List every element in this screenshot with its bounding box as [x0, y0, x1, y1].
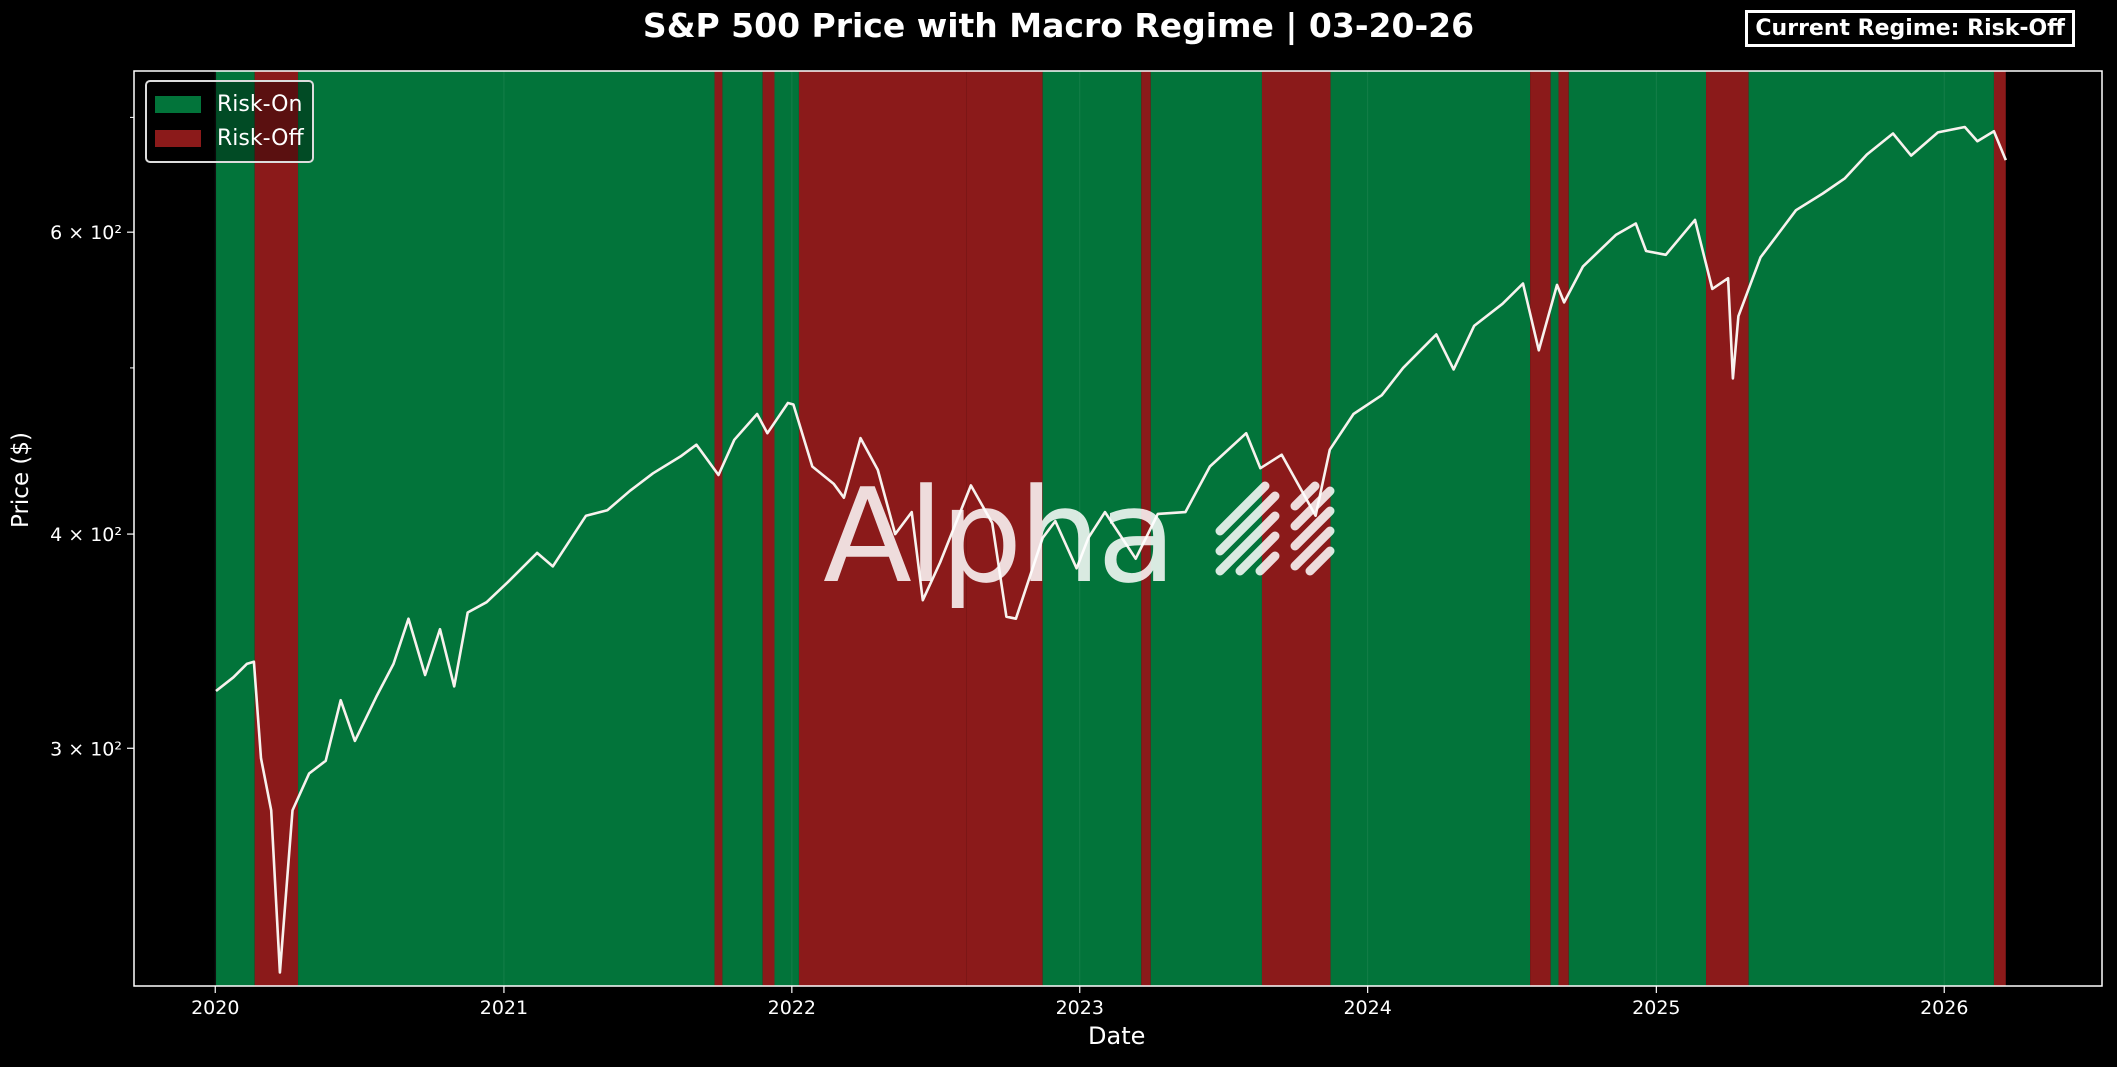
regime-band-risk-on	[1330, 71, 1531, 986]
x-tick-label: 2020	[191, 997, 239, 1019]
price-line	[215, 125, 2008, 974]
regime-band-risk-off	[1530, 71, 1551, 986]
regime-band-risk-on	[1550, 71, 1559, 986]
legend: Risk-On Risk-Off	[145, 80, 314, 163]
plot-frame	[133, 70, 2103, 987]
legend-item-risk-off: Risk-Off	[155, 121, 304, 155]
regime-bands	[216, 71, 2006, 986]
current-regime-badge: Current Regime: Risk-Off	[1745, 10, 2075, 47]
y-axis-label: Price ($)	[8, 432, 34, 528]
legend-item-risk-on: Risk-On	[155, 87, 304, 121]
x-tick-label: 2023	[1056, 997, 1104, 1019]
regime-band-risk-off	[254, 71, 299, 986]
regime-band-risk-off	[1141, 71, 1151, 986]
y-tick-label: 3 × 10²	[50, 738, 122, 760]
legend-label-risk-on: Risk-On	[217, 91, 303, 117]
regime-band-risk-on	[1568, 71, 1707, 986]
regime-band-risk-off	[714, 71, 723, 986]
regime-band-risk-off	[1558, 71, 1569, 986]
chart-title: S&P 500 Price with Macro Regime | 03-20-…	[642, 6, 1475, 45]
x-axis-label: Date	[1088, 1022, 1146, 1050]
watermark-logo: Alpha	[823, 460, 1345, 612]
regime-band-risk-off	[966, 71, 1043, 986]
regime-band-risk-on	[1748, 71, 1994, 986]
regime-band-risk-off	[1993, 71, 2006, 986]
regime-band-risk-on	[216, 71, 255, 986]
regime-band-risk-off	[1706, 71, 1749, 986]
watermark-text: Alpha	[823, 460, 1177, 612]
x-tick-label: 2021	[480, 997, 528, 1019]
x-tick-label: 2022	[768, 997, 816, 1019]
y-tick-label: 6 × 10²	[50, 222, 122, 244]
x-grid-lines	[214, 71, 1945, 986]
y-tick-label: 4 × 10²	[50, 524, 122, 546]
regime-band-risk-on	[298, 71, 715, 986]
slash-pattern-icon	[1215, 481, 1335, 576]
regime-band-risk-off	[762, 71, 775, 986]
regime-band-risk-off	[798, 71, 967, 986]
legend-label-risk-off: Risk-Off	[217, 125, 304, 151]
risk-on-swatch	[155, 95, 201, 113]
regime-band-risk-on	[774, 71, 799, 986]
risk-off-swatch	[155, 129, 201, 147]
y-axis-ticks: 3 × 10² 4 × 10² 6 × 10²	[50, 116, 134, 760]
regime-band-risk-on	[722, 71, 763, 986]
x-tick-label: 2026	[1920, 997, 1968, 1019]
x-tick-label: 2025	[1632, 997, 1680, 1019]
x-axis-ticks: 2020 2021 2022 2023 2024 2025 2026	[191, 986, 1968, 1019]
x-tick-label: 2024	[1343, 997, 1391, 1019]
